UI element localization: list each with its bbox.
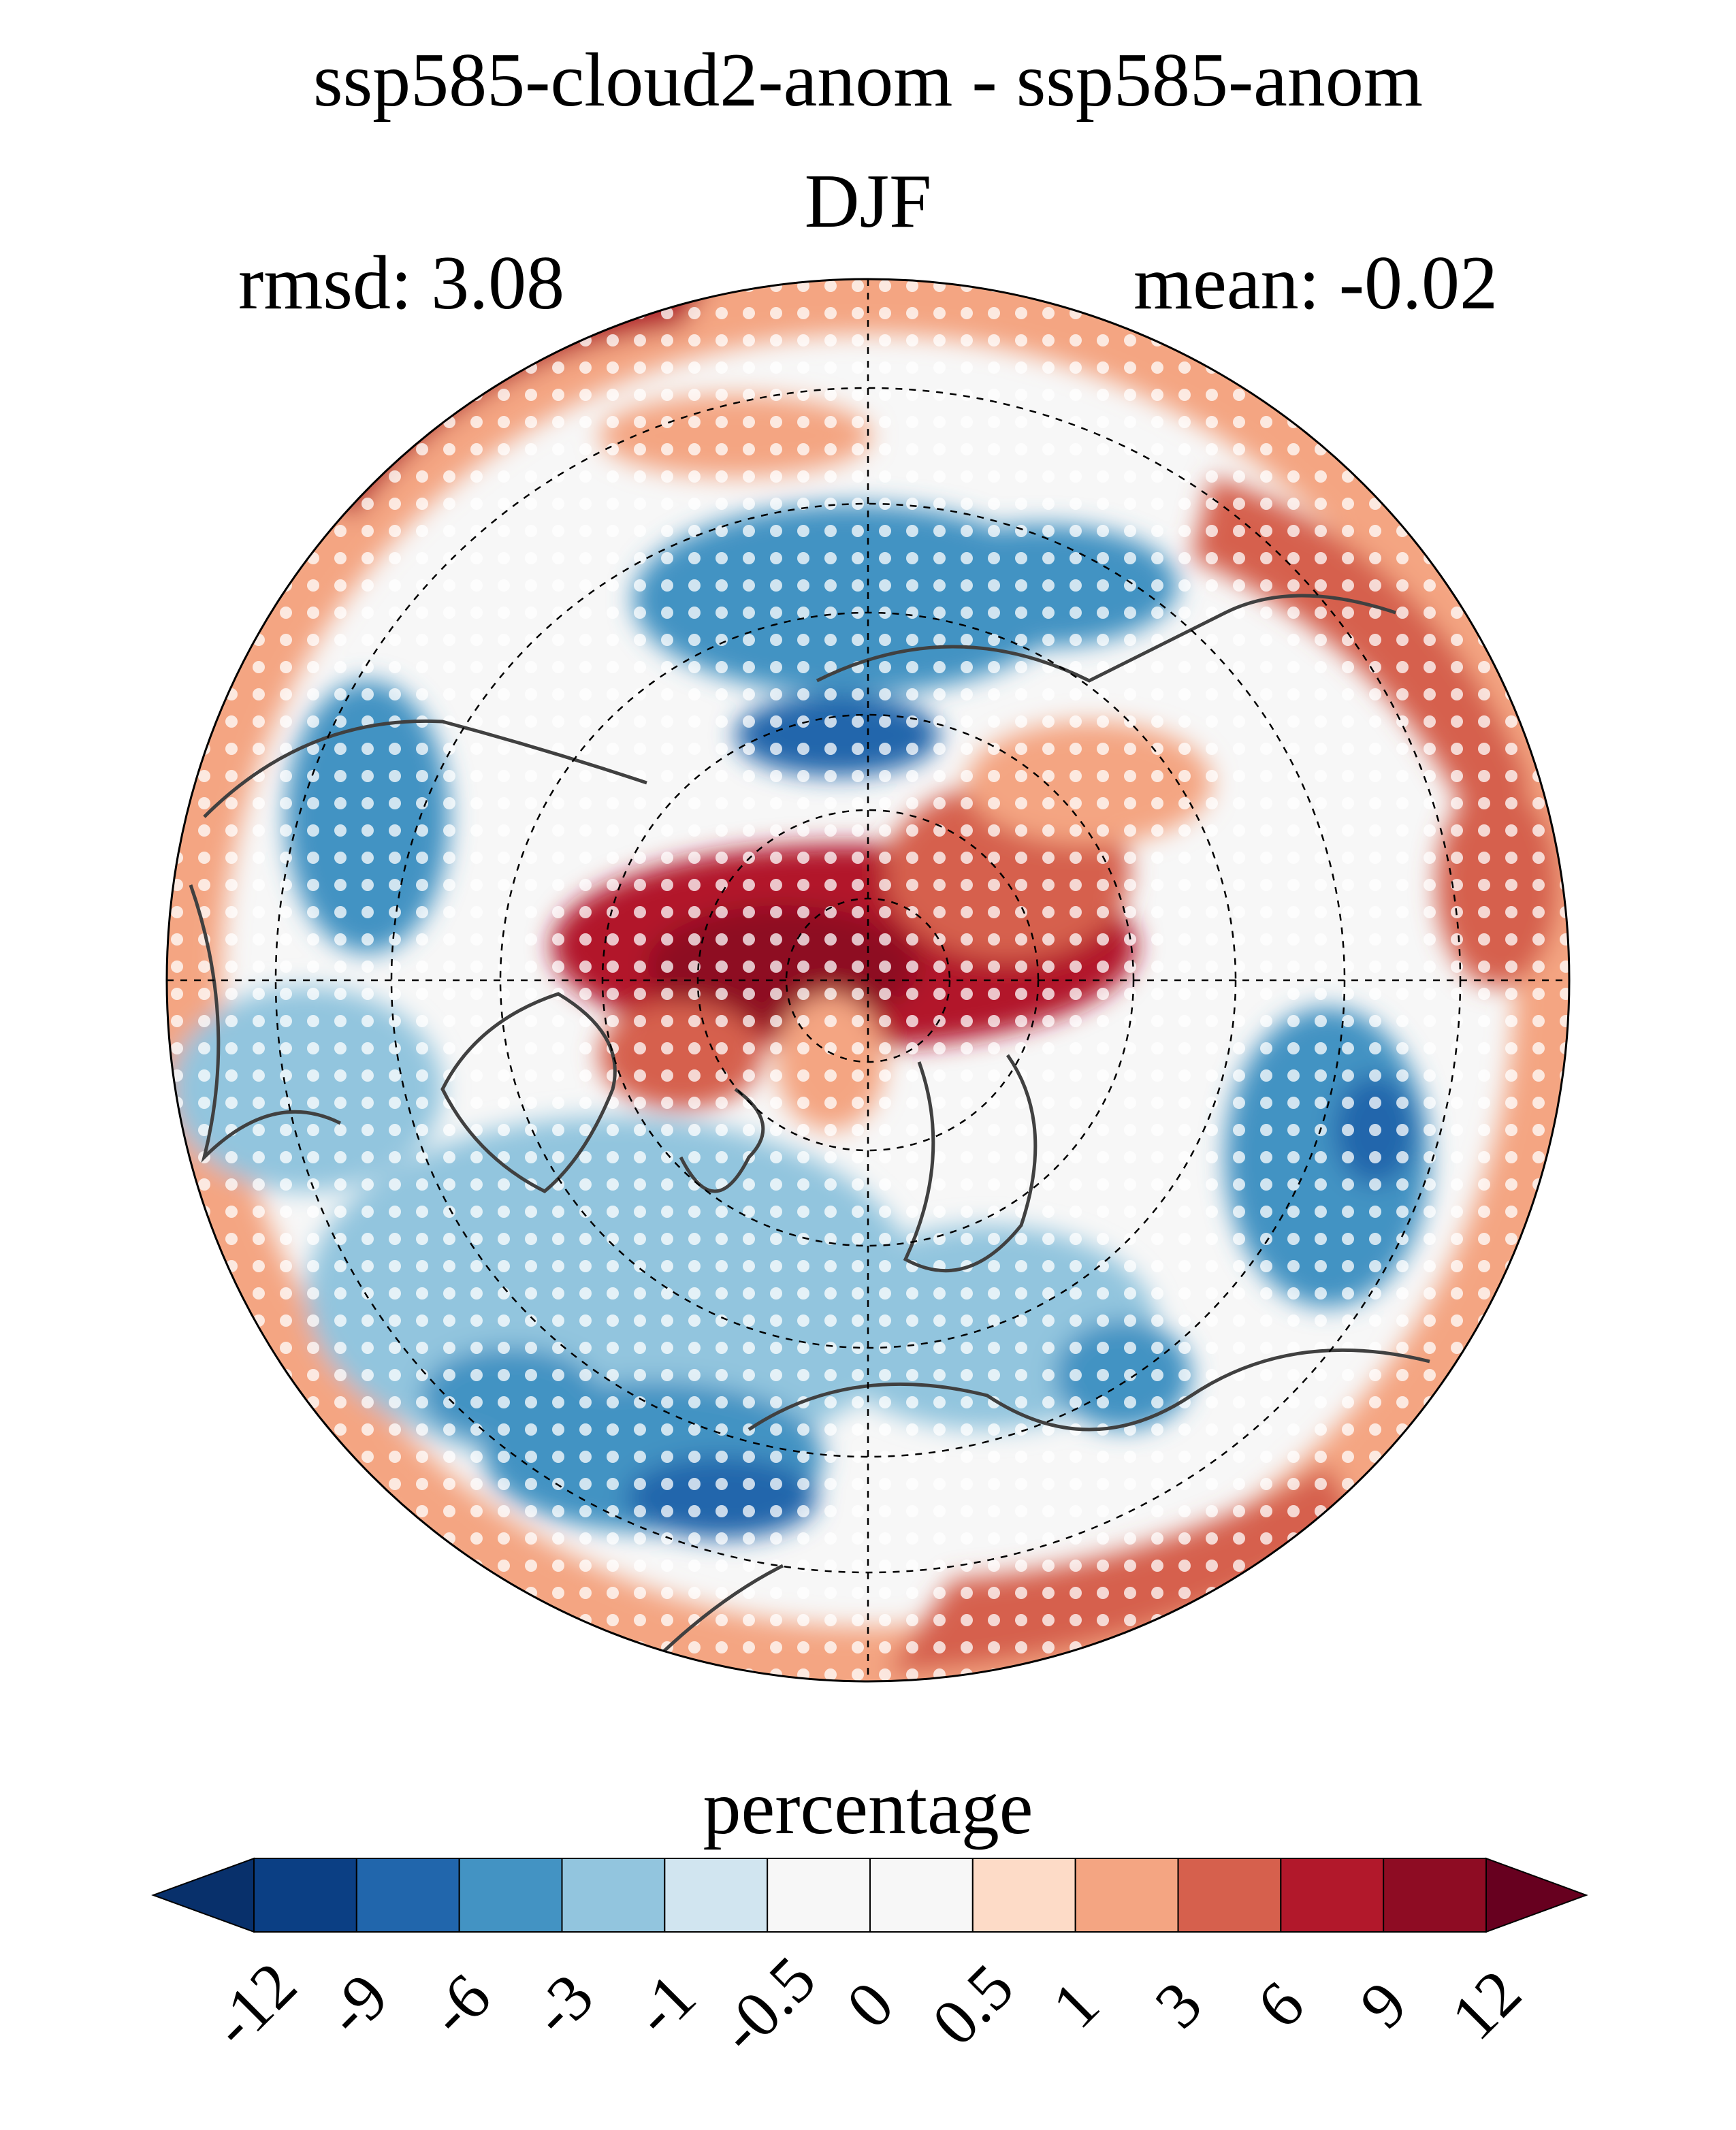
colorbar-extend-high	[1485, 1857, 1588, 1933]
plot-subtitle: DJF	[804, 159, 932, 244]
colorbar-segment	[971, 1858, 1076, 1933]
colorbar-segment	[767, 1858, 871, 1933]
colorbar-segment	[869, 1858, 974, 1933]
map-boundary	[165, 278, 1571, 1683]
colorbar-segment	[253, 1858, 357, 1933]
mean-label: mean: -0.02	[1134, 241, 1498, 325]
colorbar-segment	[1383, 1858, 1487, 1933]
polar-map	[165, 278, 1571, 1683]
colorbar-extend-low	[151, 1857, 255, 1933]
map-field	[167, 279, 1569, 1681]
rmsd-label: rmsd: 3.08	[238, 241, 565, 325]
colorbar-segment	[1280, 1858, 1385, 1933]
colorbar-segment	[355, 1858, 460, 1933]
colorbar-segment	[1074, 1858, 1179, 1933]
colorbar-segment	[458, 1858, 563, 1933]
colorbar-segment	[1177, 1858, 1282, 1933]
colorbar-label: percentage	[703, 1766, 1033, 1850]
colorbar-segment	[561, 1858, 666, 1933]
plot-title: ssp585-cloud2-anom - ssp585-anom	[312, 38, 1423, 123]
colorbar-segment	[664, 1858, 769, 1933]
